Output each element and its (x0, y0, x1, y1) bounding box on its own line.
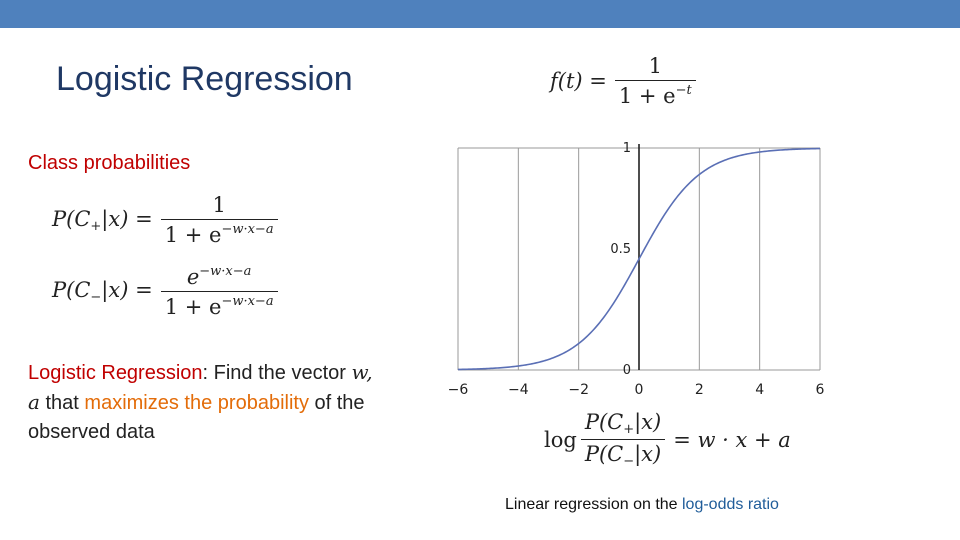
desc-part2: : Find the vector (202, 362, 352, 384)
caption: Linear regression on the log-odds ratio (505, 496, 779, 514)
log-num-a: P(C (584, 410, 624, 434)
log-num-sub: + (623, 422, 635, 437)
p-plus-den-base: 1 + e (164, 223, 222, 247)
top-accent-bar (0, 0, 960, 28)
p-minus-lhs: P(C−|x) = (52, 278, 153, 305)
y-tick-label: 0.5 (610, 242, 631, 257)
log-odds-numerator: P(C+|x) (581, 410, 665, 439)
log-odds-denominator: P(C−|x) (580, 439, 666, 469)
log-odds-fraction: P(C+|x) P(C−|x) (580, 410, 666, 469)
x-tick-label: 2 (695, 382, 704, 398)
p-plus-den-exp: −w·x−a (221, 222, 274, 237)
p-plus-fraction: 1 1 + e−w·x−a (160, 193, 278, 247)
p-minus-numerator: e−w·x−a (183, 264, 256, 291)
description-text: Logistic Regression: Find the vector w, … (28, 358, 388, 447)
log-odds-rhs: = w · x + a (673, 427, 791, 452)
p-minus-formula: P(C−|x) = e−w·x−a 1 + e−w·x−a (52, 264, 278, 319)
p-plus-numerator: 1 (212, 193, 226, 217)
p-minus-num-exp: −w·x−a (199, 264, 252, 279)
y-tick-label: 0 (623, 363, 631, 378)
p-plus-lhs-a: P(C (52, 206, 91, 231)
slide-title: Logistic Regression (56, 60, 353, 98)
p-minus-lhs-a: P(C (52, 278, 91, 302)
p-plus-formula: P(C+|x) = 1 1 + e−w·x−a (52, 193, 278, 247)
x-tick-label: 4 (755, 382, 764, 398)
p-minus-num-base: e (186, 265, 200, 289)
sigmoid-curve (457, 147, 821, 371)
p-plus-lhs: P(C+|x) = (52, 207, 153, 234)
p-minus-denominator: 1 + e−w·x−a (160, 291, 278, 319)
p-plus-denominator: 1 + e−w·x−a (160, 219, 278, 247)
sigmoid-fraction: 1 1 + e−t (614, 54, 696, 108)
p-minus-den-base: 1 + e (164, 295, 222, 319)
log-odds-formula: log P(C+|x) P(C−|x) = w · x + a (544, 410, 791, 469)
sigmoid-den-base: 1 + e (618, 84, 676, 108)
desc-term: Logistic Regression (28, 362, 203, 384)
caption-highlight: log-odds ratio (682, 496, 779, 513)
sigmoid-formula: f(t) = 1 1 + e−t (550, 54, 696, 108)
log-den-b: |x) (634, 442, 662, 466)
p-minus-lhs-b: |x) = (101, 278, 153, 302)
x-tick-label: −2 (568, 382, 589, 398)
desc-params: w, a (28, 360, 373, 414)
subtitle: Class probabilities (28, 152, 191, 174)
p-minus-fraction: e−w·x−a 1 + e−w·x−a (160, 264, 278, 319)
p-minus-sub: − (90, 290, 102, 305)
sigmoid-denominator: 1 + e−t (614, 80, 696, 108)
sigmoid-lhs: f(t) = (550, 69, 607, 93)
log-den-sub: − (623, 454, 635, 469)
x-tick-label: 6 (816, 382, 825, 398)
log-label: log (544, 427, 577, 452)
y-tick-label: 1 (623, 141, 631, 156)
desc-highlight: maximizes the probability (84, 392, 309, 414)
p-plus-lhs-b: |x) = (101, 206, 153, 231)
p-minus-den-exp: −w·x−a (221, 294, 274, 309)
sigmoid-den-exp: −t (675, 83, 692, 98)
x-tick-label: −6 (448, 382, 469, 398)
p-plus-sub: + (90, 218, 102, 234)
log-den-a: P(C (584, 442, 624, 466)
caption-text: Linear regression on the (505, 496, 682, 513)
sigmoid-numerator: 1 (648, 54, 662, 78)
x-tick-label: −4 (508, 382, 529, 398)
log-num-b: |x) (634, 410, 662, 434)
x-tick-label: 0 (635, 382, 644, 398)
desc-part4: that (39, 392, 85, 414)
desc-part6: of the observed data (28, 392, 365, 443)
